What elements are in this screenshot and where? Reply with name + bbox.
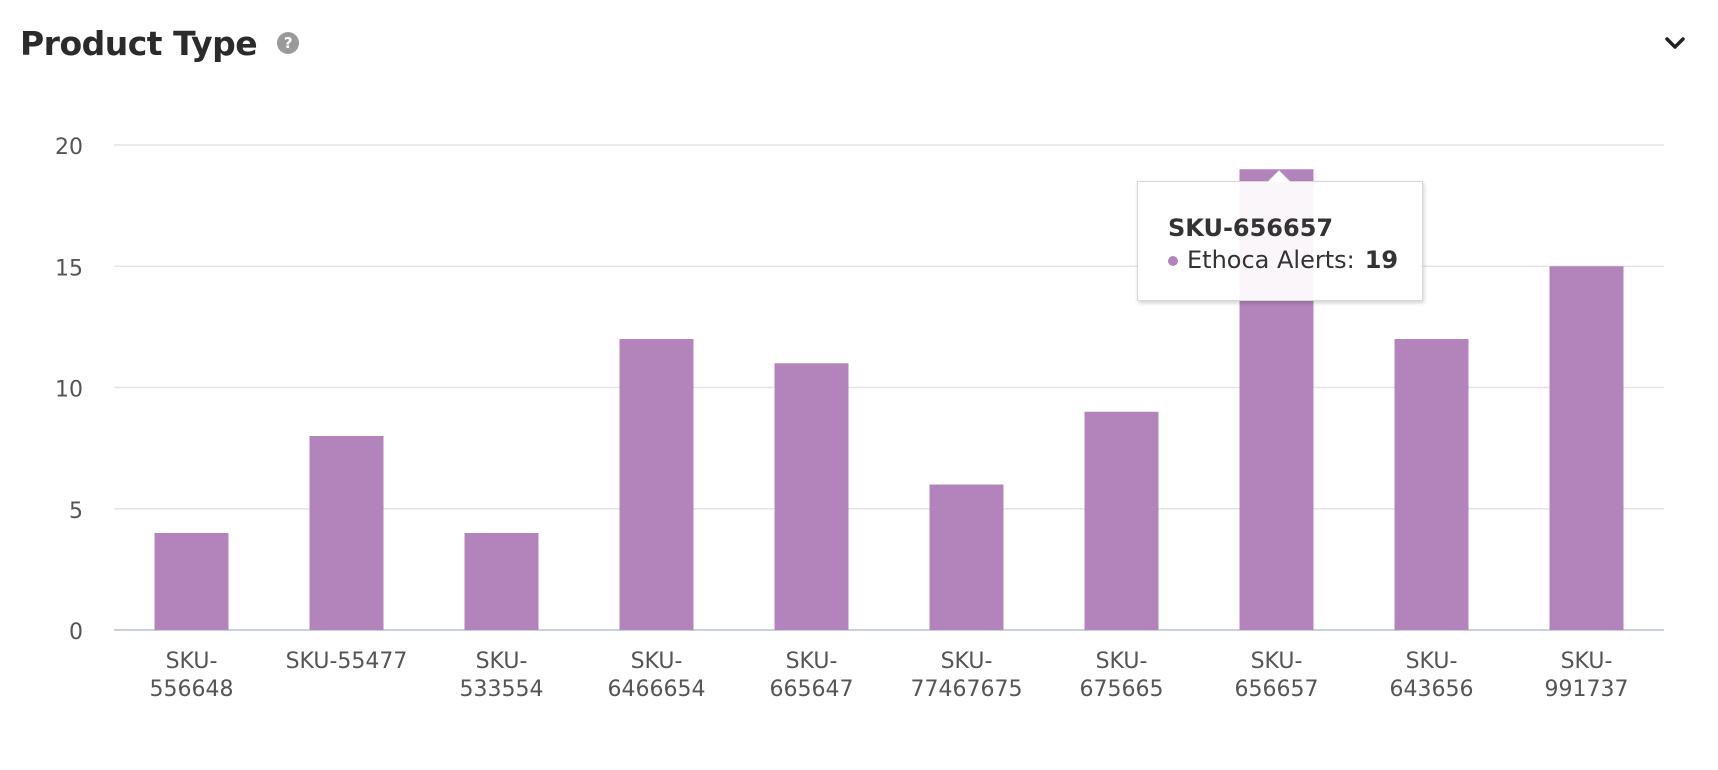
x-tick-label: SKU-6466654 xyxy=(608,649,706,702)
x-tick-label: SKU-77467675 xyxy=(911,649,1023,702)
x-tick-label: SKU-656657 xyxy=(1235,649,1319,702)
bar xyxy=(154,533,229,630)
y-tick-label: 10 xyxy=(55,378,83,403)
tooltip-sku: SKU-656657 xyxy=(1168,214,1334,242)
series-dot-icon xyxy=(1168,256,1178,266)
x-tick-label: SKU-533554 xyxy=(460,649,544,702)
chart-title: Product Type xyxy=(20,23,258,63)
chart-tooltip: SKU-656657 Ethoca Alerts: 19 xyxy=(1137,171,1423,301)
x-tick-label: SKU-643656 xyxy=(1390,649,1474,702)
x-tick-label: SKU-675665 xyxy=(1080,649,1164,702)
y-tick-label: 0 xyxy=(69,620,83,645)
y-tick-label: 20 xyxy=(55,135,83,160)
x-tick-label: SKU-55477 xyxy=(286,649,408,674)
chart-header: Product Type ? xyxy=(20,18,300,68)
tooltip-series-row: Ethoca Alerts: 19 xyxy=(1168,246,1398,274)
bar xyxy=(1549,266,1624,630)
bar xyxy=(929,484,1004,630)
chevron-down-icon[interactable] xyxy=(1660,28,1690,58)
bar xyxy=(619,339,694,630)
bar xyxy=(464,533,539,630)
tooltip-series-label: Ethoca Alerts: xyxy=(1187,246,1355,274)
bar xyxy=(309,436,384,630)
bar xyxy=(1394,339,1469,630)
x-tick-label: SKU-991737 xyxy=(1545,649,1629,702)
tooltip-caret xyxy=(1268,171,1290,182)
x-tick-label: SKU-556648 xyxy=(150,649,234,702)
x-tick-label: SKU-665647 xyxy=(770,649,854,702)
question-mark-icon[interactable]: ? xyxy=(277,32,300,54)
y-tick-label: 5 xyxy=(69,499,83,524)
tooltip-value: 19 xyxy=(1364,246,1399,274)
bar xyxy=(1084,411,1159,630)
y-tick-label: 15 xyxy=(55,256,83,281)
bar xyxy=(774,363,849,630)
